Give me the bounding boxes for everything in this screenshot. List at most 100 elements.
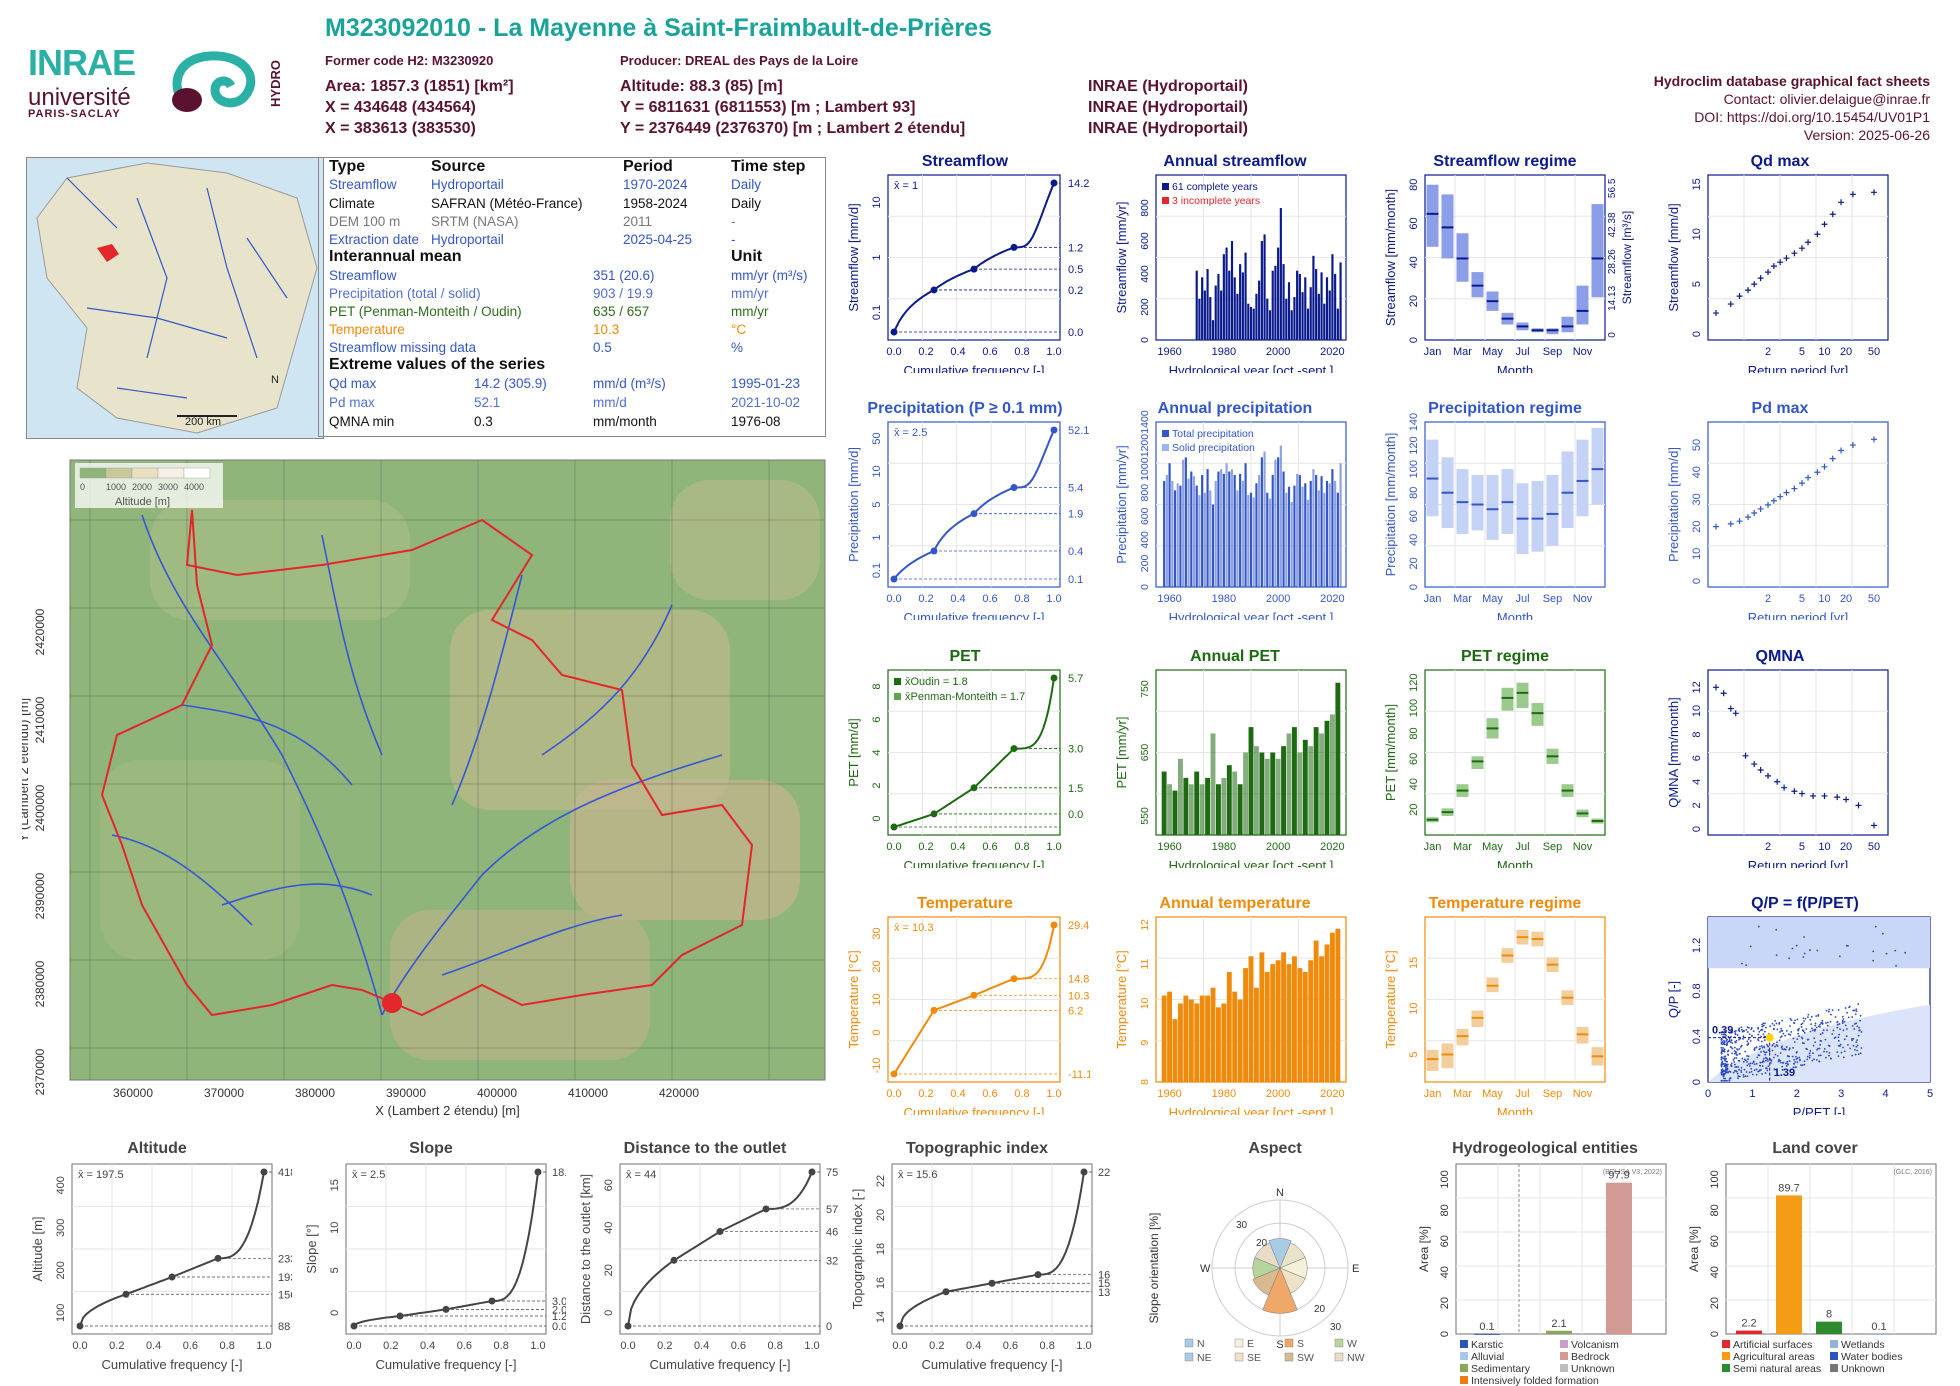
- y-tick-label: 0: [871, 815, 883, 821]
- annual-bar: [1339, 262, 1342, 340]
- qp-point: [1855, 1041, 1858, 1044]
- annual-bar: [1275, 960, 1281, 1082]
- qp-point: [1781, 1029, 1784, 1032]
- x-tick-label: 1.0: [1076, 1340, 1091, 1352]
- annual-bar: [1297, 968, 1303, 1082]
- qp-point: [1742, 1037, 1744, 1040]
- category-bar: [1736, 1330, 1762, 1334]
- qp-point: [1724, 1069, 1727, 1072]
- y-tick-label: 6: [871, 716, 883, 722]
- right-quantile-label: 22: [1098, 1167, 1110, 1179]
- y-tick-label: 0: [1691, 1079, 1703, 1085]
- qp-point: [1800, 1026, 1803, 1028]
- annual-bar: [1217, 471, 1220, 587]
- qp-point: [1785, 1062, 1787, 1065]
- right-quantile-label: 0.4: [1068, 546, 1083, 558]
- y-tick-label: 800: [1139, 199, 1151, 217]
- bar-value-label: 2.1: [1551, 1318, 1566, 1330]
- x-tick-label: Sep: [1543, 841, 1563, 853]
- qp-point: [1724, 1059, 1726, 1062]
- return-point: [1727, 520, 1734, 527]
- qp-point: [1848, 1006, 1850, 1009]
- y-tick-label: 0.4: [1691, 1029, 1703, 1044]
- y-axis-label: Slope orientation [%]: [1147, 1213, 1161, 1324]
- qp-point: [1788, 1048, 1791, 1051]
- annual-bar: [1268, 498, 1272, 587]
- annual-bar: [1287, 486, 1291, 587]
- river: [141, 514, 383, 1016]
- qp-point: [1770, 1059, 1773, 1062]
- qp-point: [1720, 1071, 1723, 1074]
- header-left: Area: 1857.3 (1851) [km²] X = 434648 (434…: [325, 78, 514, 137]
- qp-point: [1807, 1016, 1809, 1019]
- legend-label: 3 incomplete years: [1172, 195, 1260, 207]
- annual-bar: [1228, 471, 1231, 587]
- qp-point: [1791, 947, 1794, 950]
- annual-bar: [1220, 290, 1223, 340]
- qp-point: [1796, 1051, 1798, 1053]
- x-tick-label: 0.6: [982, 346, 997, 358]
- return-point: [1799, 245, 1805, 252]
- qp-point: [1732, 1059, 1735, 1061]
- annual-bar: [1192, 476, 1196, 587]
- y-tick-label: 9: [1139, 1040, 1151, 1046]
- qp-point: [1757, 1038, 1759, 1041]
- right-quantile-label: 1.5: [1068, 783, 1083, 795]
- x-axis-label: Cumulative frequency [-]: [102, 1357, 243, 1372]
- landcover-title: Land cover: [1772, 1140, 1858, 1157]
- river: [451, 574, 523, 806]
- annual-bar: [1302, 972, 1308, 1082]
- mean-label: x̄ = 44: [626, 1169, 656, 1181]
- compass-label: N: [1276, 1187, 1284, 1199]
- legend-swatch: [1184, 1338, 1194, 1348]
- annual-bar: [1222, 254, 1225, 340]
- qp-point: [1753, 1047, 1756, 1050]
- altitude-title: Altitude: [127, 1140, 187, 1157]
- x-axis-label: Return period [yr]: [1748, 363, 1848, 373]
- x-axis-label: P/PET [-]: [1793, 1105, 1846, 1115]
- qp-point: [1725, 1044, 1728, 1047]
- terrain-patch: [450, 610, 730, 810]
- qp-point: [1734, 1050, 1737, 1053]
- legend-swatch: [1460, 1340, 1468, 1348]
- qp-point: [1728, 1029, 1731, 1032]
- qp-point: [1755, 1073, 1758, 1076]
- qp-point: [1836, 1026, 1839, 1029]
- x-tick-label: May: [1482, 1088, 1503, 1100]
- right-quantile-label: 0.1: [1068, 574, 1083, 586]
- qp-point: [1803, 1042, 1805, 1045]
- qp-point: [1783, 1048, 1785, 1051]
- x-tick-label: 1.0: [530, 1340, 545, 1352]
- return-point: [1838, 447, 1845, 454]
- qp-point: [1778, 1058, 1780, 1061]
- legend-label: Solid precipitation: [1172, 442, 1255, 454]
- regime-box: [1591, 427, 1604, 505]
- regime-box: [1561, 451, 1574, 529]
- annual-bar: [1263, 234, 1266, 340]
- qp-point: [1803, 1020, 1805, 1022]
- qp-point: [1748, 1065, 1751, 1067]
- annual-bar: [1161, 995, 1167, 1082]
- qp-point: [1746, 1064, 1749, 1067]
- x-tick-label: 0.6: [731, 1340, 746, 1352]
- return-point: [1871, 436, 1877, 443]
- river: [181, 704, 353, 786]
- qp-point: [1860, 1031, 1863, 1033]
- qp-point: [1720, 1050, 1723, 1053]
- right-quantile-label: 3.0: [552, 1296, 566, 1308]
- legend-tick-label: 0: [80, 482, 85, 492]
- annual-bar: [1253, 746, 1259, 835]
- y-tick-label: 650: [1139, 744, 1151, 762]
- qp-point: [1811, 1029, 1814, 1032]
- return-point: [1777, 259, 1784, 266]
- qp-point: [1796, 1018, 1799, 1021]
- y-tick-label: 20: [875, 1209, 887, 1221]
- right-quantile-label: 6.2: [1068, 1005, 1083, 1017]
- qp-point: [1766, 1069, 1769, 1072]
- qp-point: [1745, 1028, 1748, 1031]
- right-quantile-label: 14.8: [1068, 974, 1089, 986]
- cdf-point: [442, 1305, 450, 1313]
- qp-point: [1734, 1032, 1737, 1035]
- return-point: [1770, 497, 1777, 504]
- qp-point: [1730, 1030, 1733, 1033]
